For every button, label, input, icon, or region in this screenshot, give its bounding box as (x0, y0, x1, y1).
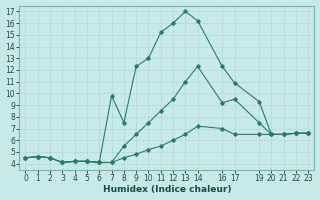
X-axis label: Humidex (Indice chaleur): Humidex (Indice chaleur) (103, 185, 231, 194)
